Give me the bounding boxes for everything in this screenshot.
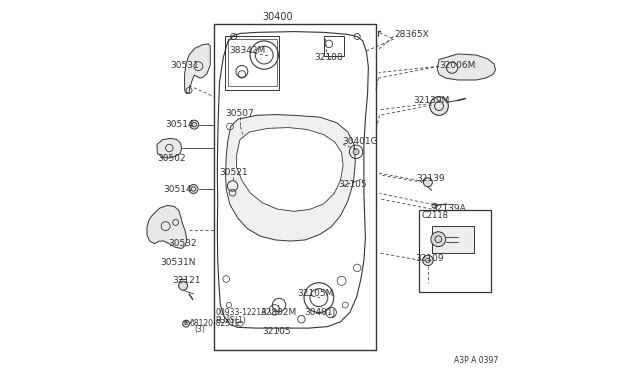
Text: 32105M: 32105M <box>298 289 334 298</box>
Text: 32105: 32105 <box>262 327 291 336</box>
Text: 30514: 30514 <box>166 120 195 129</box>
Text: 32139A: 32139A <box>431 204 467 213</box>
Polygon shape <box>237 128 343 211</box>
Text: C2118: C2118 <box>421 211 448 219</box>
Circle shape <box>431 232 445 247</box>
Polygon shape <box>157 138 182 158</box>
Polygon shape <box>437 54 495 80</box>
Polygon shape <box>184 44 211 94</box>
Text: 30400: 30400 <box>262 12 292 22</box>
Bar <box>431 226 474 253</box>
Text: 32139: 32139 <box>417 174 445 183</box>
Circle shape <box>432 203 437 208</box>
Circle shape <box>353 149 359 155</box>
Text: 32105: 32105 <box>338 180 367 189</box>
Text: A3P A 0397: A3P A 0397 <box>454 356 499 365</box>
Text: 38342M: 38342M <box>229 46 265 55</box>
Circle shape <box>189 185 198 193</box>
Text: (3): (3) <box>195 325 205 334</box>
Text: 30532: 30532 <box>168 239 197 248</box>
Text: 30502: 30502 <box>157 154 186 163</box>
Bar <box>214 24 376 350</box>
Text: 30514: 30514 <box>164 185 193 194</box>
Text: 30531: 30531 <box>170 61 199 70</box>
Text: PLUG(1): PLUG(1) <box>215 316 246 325</box>
Text: 30401J: 30401J <box>305 308 335 317</box>
Polygon shape <box>218 32 369 328</box>
Text: 32121: 32121 <box>172 276 201 285</box>
Text: 00933-1221A: 00933-1221A <box>215 308 266 317</box>
Text: 32109: 32109 <box>415 254 444 263</box>
Circle shape <box>429 97 449 115</box>
Circle shape <box>422 255 433 266</box>
Text: 32802M: 32802M <box>260 308 297 317</box>
Bar <box>225 36 279 90</box>
Text: 30521: 30521 <box>220 169 248 177</box>
Text: 30401G: 30401G <box>342 137 378 146</box>
Text: 32006M: 32006M <box>439 61 476 70</box>
Text: 28365X: 28365X <box>394 30 429 39</box>
Bar <box>419 210 491 292</box>
Bar <box>228 39 277 86</box>
Text: 08120-8251E: 08120-8251E <box>190 319 241 328</box>
Text: 30531N: 30531N <box>160 258 196 267</box>
Text: B: B <box>184 321 188 326</box>
Polygon shape <box>147 205 187 248</box>
Text: 30507: 30507 <box>225 109 254 118</box>
Text: 32108: 32108 <box>314 53 343 62</box>
Polygon shape <box>225 115 355 241</box>
Text: 32139M: 32139M <box>413 96 449 105</box>
Bar <box>324 36 344 56</box>
Circle shape <box>424 178 433 187</box>
Circle shape <box>190 120 199 129</box>
Circle shape <box>179 281 188 290</box>
